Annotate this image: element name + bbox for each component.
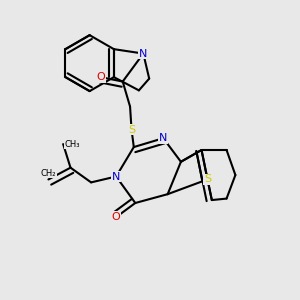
Text: N: N <box>159 133 167 143</box>
Text: O: O <box>96 72 105 82</box>
Text: S: S <box>128 124 135 134</box>
Text: N: N <box>112 172 120 182</box>
Text: O: O <box>112 212 121 222</box>
Text: N: N <box>139 49 148 58</box>
Text: S: S <box>204 174 211 184</box>
Text: CH₃: CH₃ <box>64 140 80 148</box>
Text: CH₂: CH₂ <box>41 169 56 178</box>
